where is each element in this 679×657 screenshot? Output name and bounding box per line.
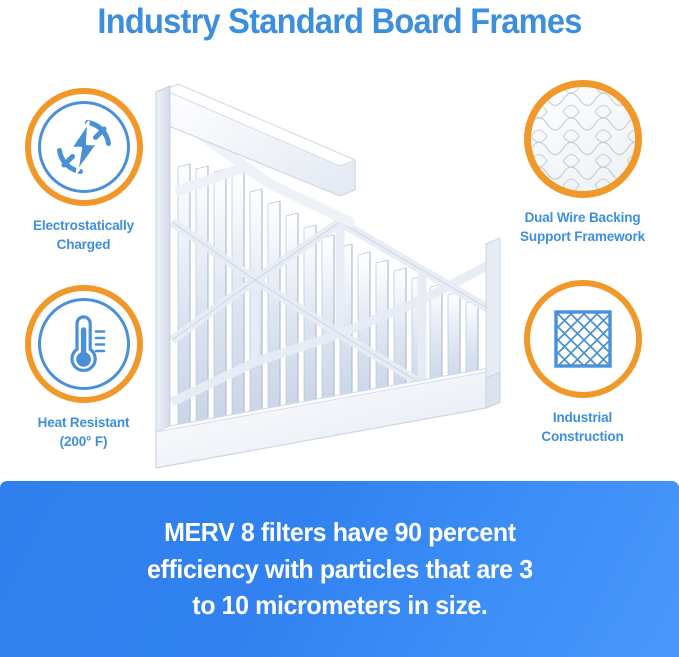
banner-line-2: efficiency with particles that are 3 [146, 553, 533, 584]
feature-label-line2: Support Framework [520, 229, 645, 245]
icon-ring-orange [24, 285, 143, 403]
feature-label: Heat Resistant (200° F) [38, 413, 130, 451]
feature-label-line2: Construction [541, 429, 624, 445]
feature-label: Industrial Construction [541, 408, 623, 446]
feature-electrostatically-charged: Electrostatically Charged [0, 88, 171, 254]
wire-mesh-photo [530, 87, 635, 191]
feature-industrial-construction: Industrial Construction [495, 280, 670, 446]
icon-ring-orange [24, 88, 143, 206]
banner-line-1: MERV 8 filters have 90 percent [163, 516, 516, 547]
thermometer-icon [46, 306, 122, 382]
icon-ring-orange [523, 80, 642, 198]
feature-label: Electrostatically Charged [33, 216, 134, 254]
feature-label: Dual Wire Backing Support Framework [520, 208, 645, 246]
pleated-air-filter-image [150, 72, 520, 472]
feature-label-line1: Dual Wire Backing [524, 210, 641, 225]
banner-text: MERV 8 filters have 90 percent efficienc… [147, 514, 533, 625]
feature-label-line2: (200° F) [59, 434, 108, 450]
lightning-bolt-icon [46, 109, 122, 185]
bottom-banner: MERV 8 filters have 90 percent efficienc… [0, 481, 679, 657]
feature-label-line2: Charged [56, 237, 111, 253]
page-title: Industry Standard Board Frames [97, 2, 582, 41]
lattice-square-icon [545, 301, 621, 377]
inner-circle-blue [37, 101, 130, 193]
inner-circle-blue [37, 298, 130, 390]
feature-label-line1: Electrostatically [32, 218, 134, 233]
banner-line-3: to 10 micrometers in size. [191, 590, 488, 621]
icon-ring-orange [523, 280, 642, 398]
feature-heat-resistant: Heat Resistant (200° F) [0, 285, 171, 451]
feature-dual-wire-backing: Dual Wire Backing Support Framework [495, 80, 670, 246]
feature-label-line1: Industrial [552, 410, 613, 425]
feature-label-line1: Heat Resistant [37, 415, 130, 430]
